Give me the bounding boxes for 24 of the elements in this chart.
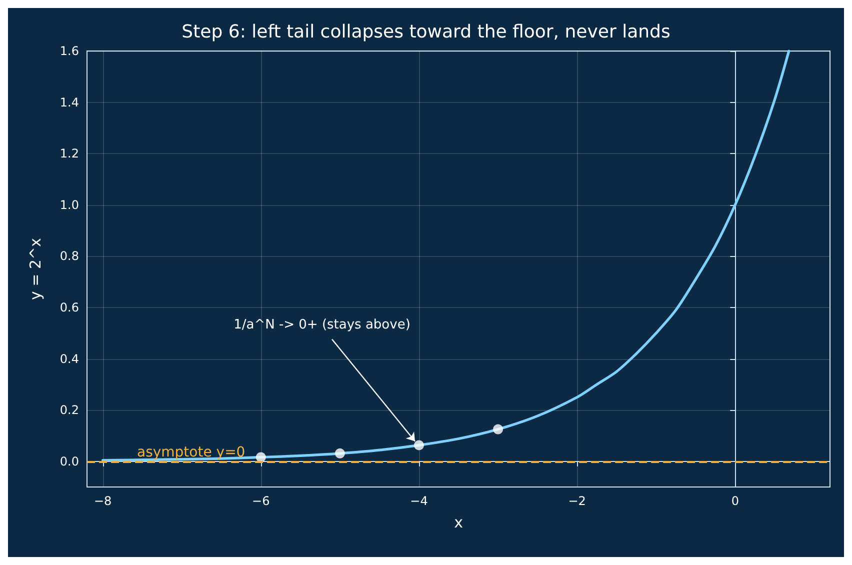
line-series — [102, 50, 790, 462]
x-tick-label: −2 — [568, 494, 586, 508]
y-tick-label: 0.0 — [60, 454, 79, 468]
y-tick-label: 1.6 — [60, 44, 79, 58]
y-tick-label: 0.6 — [60, 300, 79, 314]
point — [414, 440, 424, 450]
y-tick-label: 1.0 — [60, 198, 79, 212]
x-axis-title: x — [454, 514, 464, 532]
x-tick-label: −8 — [94, 494, 112, 508]
y-tick-label: 0.8 — [60, 249, 79, 264]
y-tick-label: 1.4 — [60, 95, 79, 110]
ref-line-label: asymptote y=0 — [137, 444, 246, 460]
x-tick-label: 0 — [731, 494, 739, 508]
y-axis-title: y = 2^x — [26, 238, 44, 300]
x-tick-label: −4 — [410, 494, 428, 508]
point — [493, 424, 504, 434]
point — [334, 448, 345, 458]
x-tick-label: −6 — [252, 494, 270, 508]
chart-title: Step 6: left tail collapses toward the floor, never lands — [182, 22, 670, 42]
y-tick-label: 0.4 — [60, 352, 79, 366]
annotation: 1/a^N -> 0+ (stays above) — [234, 318, 410, 333]
y-tick-label: 1.2 — [60, 146, 79, 161]
y-tick-label: 0.2 — [60, 403, 79, 418]
point — [256, 452, 266, 462]
